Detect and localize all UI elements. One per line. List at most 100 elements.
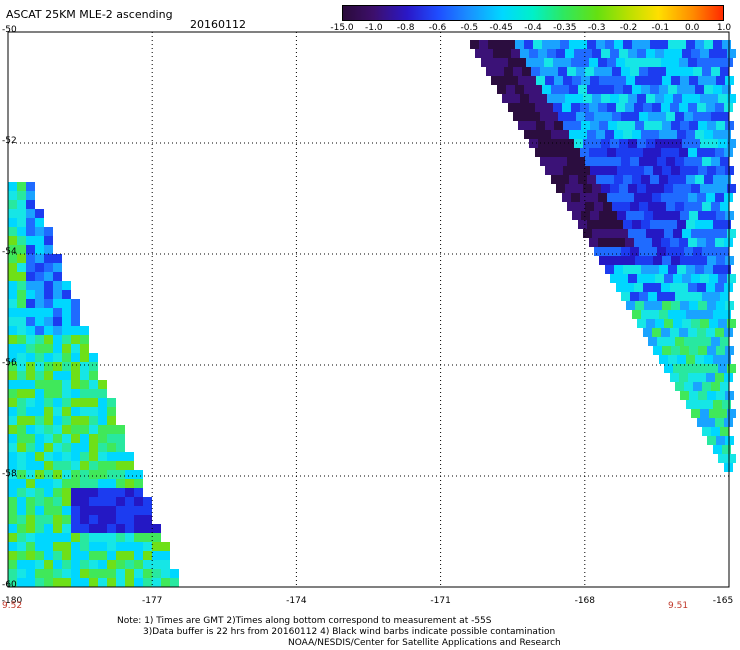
wind-cell [53,335,62,344]
wind-cell [648,67,657,76]
wind-cell [17,506,26,515]
wind-cell [583,49,592,58]
wind-cell [511,94,520,103]
colorbar-tick-label: -0.45 [489,23,513,33]
wind-cell [652,58,661,67]
wind-cell [648,112,657,121]
wind-cell [17,479,26,488]
wind-cell [580,193,589,202]
wind-cell [691,274,700,283]
wind-cell [107,470,116,479]
wind-cell [26,245,35,254]
wind-cell [671,301,680,310]
wind-cell [619,94,628,103]
wind-cell [520,94,529,103]
wind-cell [585,67,594,76]
wind-cell [704,40,713,49]
wind-cell [722,400,731,409]
wind-cell [578,175,587,184]
wind-cell [71,452,80,461]
wind-cell [662,121,671,130]
wind-cell [143,533,152,542]
wind-cell [697,148,706,157]
wind-cell [684,112,693,121]
wind-cell [531,112,540,121]
wind-cell [71,335,80,344]
wind-cell [80,344,89,353]
wind-cell [62,299,71,308]
wind-cell [599,166,608,175]
wind-cell [664,184,673,193]
wind-cell [697,328,706,337]
wind-cell [686,310,695,319]
wind-cell [62,497,71,506]
wind-cell [98,380,107,389]
wind-cell [695,400,704,409]
wind-cell [632,220,641,229]
wind-cell [637,139,646,148]
wind-cell [26,407,35,416]
wind-cell [8,389,17,398]
wind-cell [53,344,62,353]
wind-cell [98,569,107,578]
wind-cell [695,220,704,229]
wind-cell [585,157,594,166]
wind-cell [625,103,634,112]
wind-cell [567,67,576,76]
wind-cell [35,416,44,425]
wind-cell [26,443,35,452]
wind-cell [720,112,729,121]
wind-cell [709,319,718,328]
wind-cell [556,184,565,193]
wind-cell [98,470,107,479]
wind-cell [89,497,98,506]
wind-cell [628,184,637,193]
wind-cell [62,353,71,362]
wind-cell [715,238,724,247]
wind-cell [713,400,722,409]
wind-cell [646,94,655,103]
wind-cell [711,67,720,76]
wind-cell [635,121,644,130]
wind-cell [691,409,700,418]
wind-cell [161,578,170,587]
longitude-label: -168 [574,596,596,606]
colorbar-tick-label: -0.35 [553,23,577,33]
wind-cell [98,452,107,461]
wind-cell [89,371,98,380]
wind-cell [535,103,544,112]
wind-cell [502,94,511,103]
wind-cell [558,112,567,121]
wind-cell [53,578,62,587]
wind-cell [657,67,666,76]
wind-cell [98,461,107,470]
latitude-label: -56 [2,358,17,368]
wind-cell [526,103,535,112]
wind-cell [652,238,661,247]
wind-cell [26,353,35,362]
wind-cell [652,328,661,337]
wind-cell [89,362,98,371]
wind-cell [143,551,152,560]
wind-cell [713,175,722,184]
wind-cell [8,497,17,506]
wind-cell [44,371,53,380]
wind-cell [8,344,17,353]
wind-cell [89,425,98,434]
wind-cell [589,238,598,247]
wind-cell [134,515,143,524]
wind-cell [509,76,518,85]
wind-cell [560,130,569,139]
wind-cell [506,40,515,49]
wind-cell [17,533,26,542]
wind-cell [695,310,704,319]
wind-cell [718,229,727,238]
wind-cell [702,292,711,301]
wind-cell [8,299,17,308]
wind-cell [8,470,17,479]
wind-cell [720,382,729,391]
wind-cell [634,103,643,112]
wind-cell [44,353,53,362]
wind-cell [664,229,673,238]
wind-cell [134,479,143,488]
